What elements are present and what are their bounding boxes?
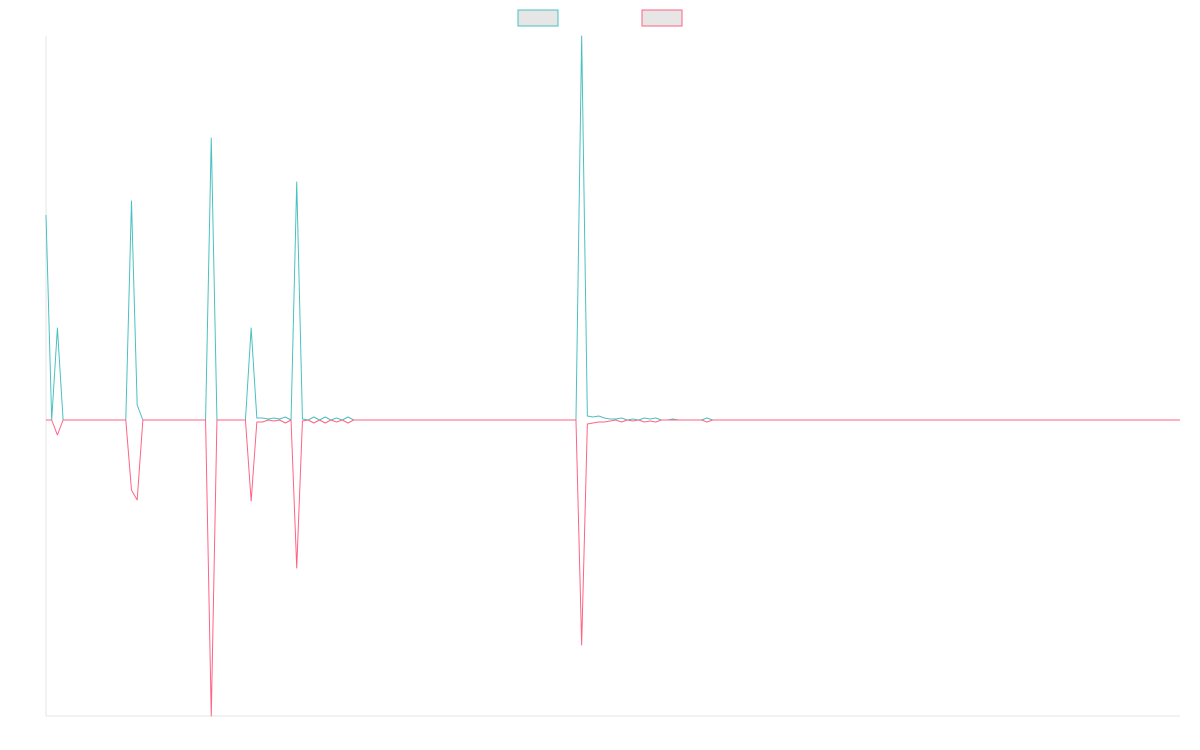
series-line: [45, 35, 1180, 421]
legend-swatch[interactable]: [641, 9, 683, 27]
legend-swatch[interactable]: [517, 9, 559, 27]
series-line: [46, 419, 1180, 717]
